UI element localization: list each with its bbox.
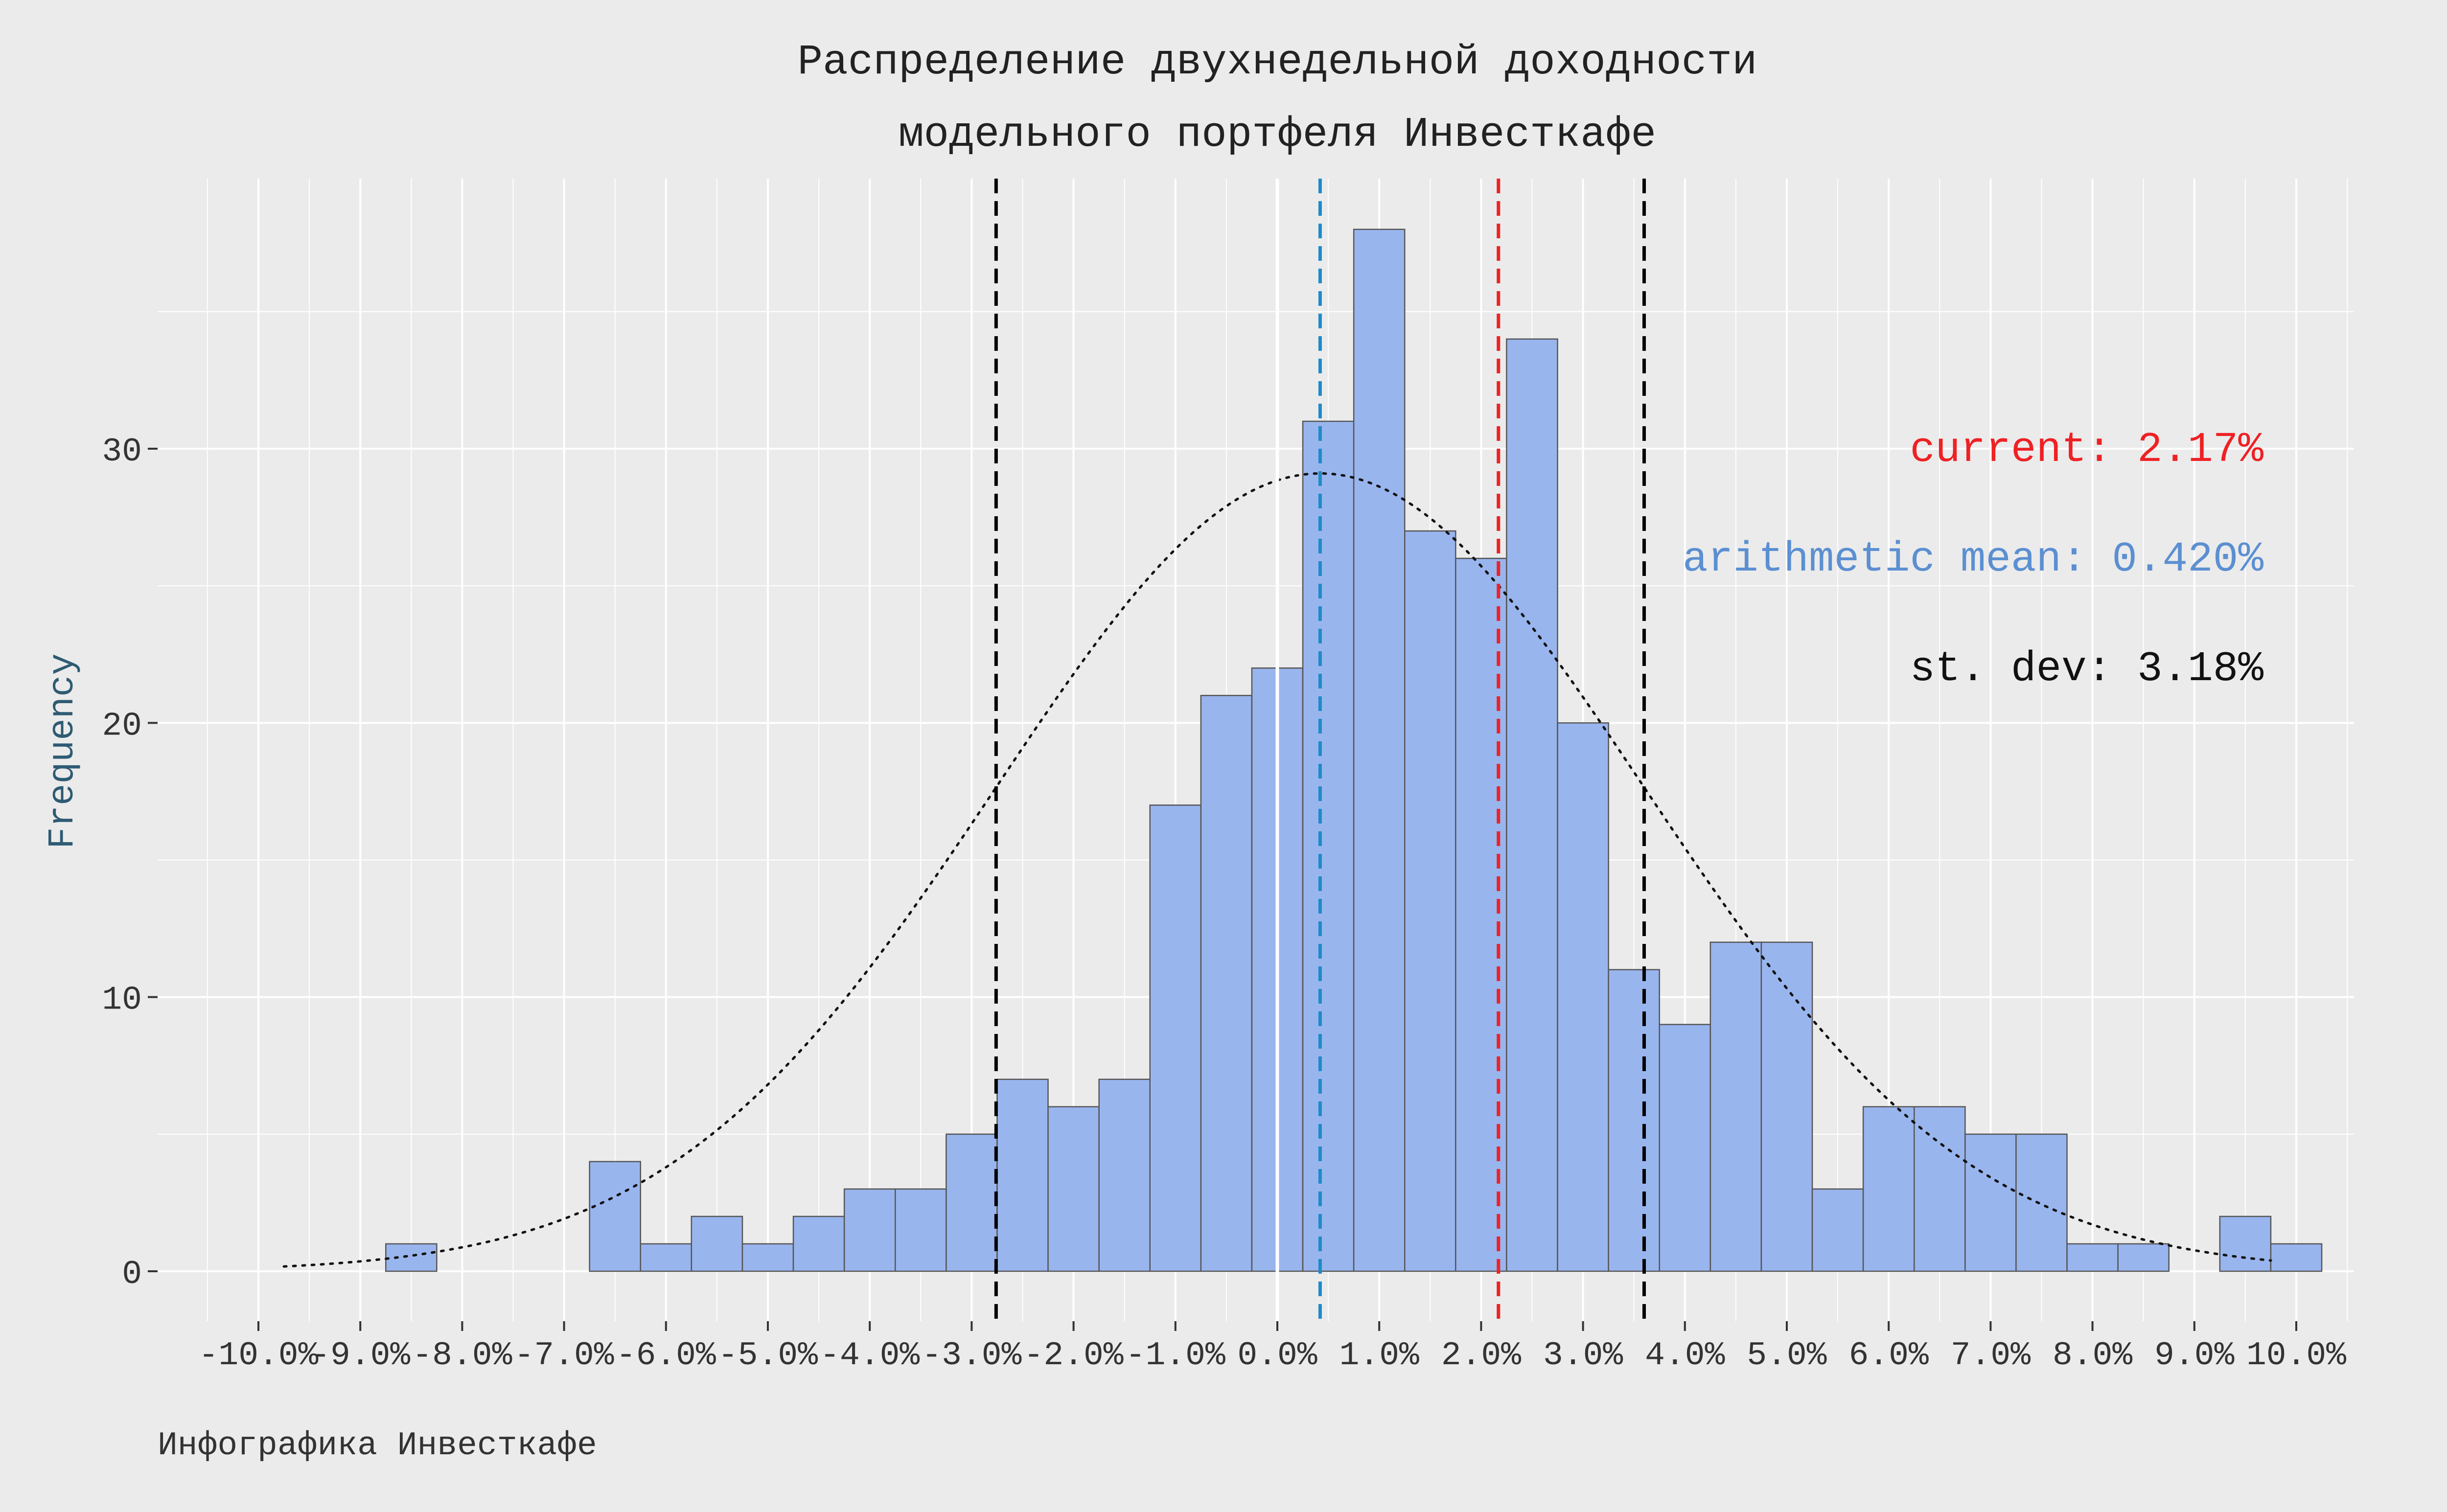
x-tick-label: 6.0%	[1849, 1337, 1929, 1375]
y-axis: 0 10 20 30	[102, 433, 158, 1293]
x-axis: -10.0%-9.0% -8.0% -7.0% -6.0% -5.0% -4.0% -3.0…	[199, 1321, 2346, 1375]
x-tick-label: 2.0%	[1441, 1337, 1521, 1375]
x-tick-label: 8.0%	[2053, 1337, 2132, 1375]
y-tick-label: 20	[102, 707, 142, 745]
histogram-bar	[1353, 229, 1406, 1272]
histogram-bar	[640, 1243, 693, 1272]
histogram-bar	[691, 1215, 743, 1272]
x-tick-label: 4.0%	[1645, 1337, 1725, 1375]
histogram-bar	[1811, 1188, 1864, 1272]
x-tick-label: 5.0%	[1747, 1337, 1826, 1375]
y-axis-title: Frequency	[43, 653, 84, 849]
y-tick-label: 10	[102, 982, 142, 1019]
histogram-bar	[1404, 530, 1456, 1272]
histogram-bar	[741, 1243, 794, 1272]
histogram-bar	[385, 1243, 438, 1272]
x-tick-label: 9.0%	[2154, 1337, 2234, 1375]
x-tick-label: -10.0%	[199, 1337, 319, 1375]
chart-title-line1: Распределение двухнедельной доходности	[797, 38, 1757, 86]
histogram-bar	[1964, 1133, 2017, 1272]
histogram-bar	[2066, 1243, 2119, 1272]
histogram-bar	[2015, 1133, 2068, 1272]
chart-caption: Инфографика Инвесткафе	[158, 1427, 597, 1465]
histogram-bar	[1914, 1106, 1966, 1272]
x-tick-label: -4.0%	[820, 1337, 920, 1375]
x-tick-label: -3.0%	[922, 1337, 1021, 1375]
histogram-bar	[2219, 1215, 2272, 1272]
y-tick-label: 0	[122, 1256, 142, 1293]
histogram-bar	[1608, 969, 1660, 1272]
histogram-bar	[843, 1188, 896, 1272]
x-tick-label: 7.0%	[1951, 1337, 2031, 1375]
histogram-bar	[1200, 695, 1253, 1272]
histogram-bar	[1302, 420, 1355, 1272]
annotation-mean: arithmetic mean: 0.420%	[1683, 535, 2263, 583]
x-tick-label: 1.0%	[1339, 1337, 1419, 1375]
histogram-bar	[1557, 722, 1609, 1272]
histogram-bar	[1760, 941, 1813, 1272]
x-tick-label: -5.0%	[718, 1337, 818, 1375]
histogram-bar	[1709, 941, 1762, 1272]
x-tick-label: -6.0%	[616, 1337, 716, 1375]
annotation-sd: st. dev: 3.18%	[1910, 645, 2263, 693]
histogram-bar	[996, 1078, 1049, 1272]
x-tick-label: 10.0%	[2246, 1337, 2346, 1375]
histogram-bar	[1098, 1078, 1151, 1272]
histogram-bar	[589, 1161, 642, 1272]
x-tick-label: -9.0%	[310, 1337, 410, 1375]
histogram-bar	[1506, 338, 1558, 1272]
x-tick-label: 0.0%	[1237, 1337, 1317, 1375]
annotation-current: current: 2.17%	[1910, 426, 2263, 474]
x-tick-label: 3.0%	[1543, 1337, 1623, 1375]
x-tick-label: -8.0%	[412, 1337, 512, 1375]
histogram-bar	[895, 1188, 947, 1272]
histogram-bar	[1862, 1106, 1915, 1272]
y-tick-label: 30	[102, 433, 142, 471]
histogram-bar	[2270, 1243, 2323, 1272]
histogram-bar	[2117, 1243, 2170, 1272]
histogram-bar	[1149, 804, 1202, 1272]
reference-lines	[994, 179, 1646, 1321]
chart-title-line2: модельного портфеля Инвесткафе	[899, 111, 1656, 159]
histogram-bar	[1659, 1024, 1711, 1272]
histogram-bars	[385, 229, 2323, 1272]
x-tick-label: -7.0%	[514, 1337, 614, 1375]
histogram-bar	[1047, 1106, 1100, 1272]
histogram-bar	[946, 1133, 998, 1272]
histogram-bar	[792, 1215, 845, 1272]
x-tick-label: -2.0%	[1024, 1337, 1124, 1375]
x-tick-label: -1.0%	[1126, 1337, 1225, 1375]
